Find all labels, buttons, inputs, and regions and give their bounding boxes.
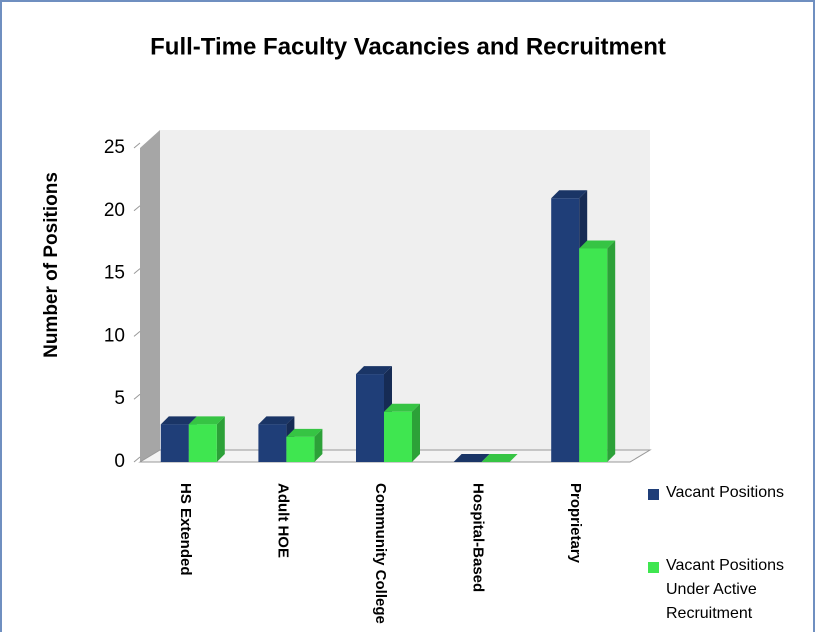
bar-top <box>384 403 420 412</box>
bar-top <box>188 416 225 425</box>
bar <box>384 403 420 462</box>
legend-label: Vacant Positions <box>666 484 784 501</box>
bar-front <box>384 411 412 462</box>
x-tick-label: Proprietary <box>567 483 584 564</box>
bar <box>453 454 490 462</box>
chart-title: Full-Time Faculty Vacancies and Recruitm… <box>150 33 666 60</box>
y-tick-label: 25 <box>104 137 125 158</box>
bar-top <box>453 454 490 462</box>
bar-top <box>356 366 392 375</box>
bar-front <box>188 424 217 462</box>
back-wall <box>160 130 650 450</box>
y-axis-label: Number of Positions <box>41 172 62 358</box>
x-tick-label: Hospital-Based <box>470 483 487 592</box>
legend-swatch <box>648 489 659 500</box>
tick-mark <box>133 393 141 400</box>
bar-front <box>160 424 189 462</box>
bar-top <box>258 416 295 425</box>
bar-top <box>286 428 323 437</box>
legend-label: Vacant Positions Under Active Recruitmen… <box>666 557 784 622</box>
bar <box>579 240 616 462</box>
y-tick-label: 0 <box>114 451 125 472</box>
bar <box>286 428 323 462</box>
bar-top <box>551 190 588 199</box>
y-tick-label: 15 <box>104 263 125 284</box>
bar-front <box>579 248 608 462</box>
x-tick-label: Community College <box>372 483 389 624</box>
legend-swatch <box>648 562 659 573</box>
x-tick-label: Adult HOE <box>274 483 291 558</box>
bar-top <box>579 240 616 249</box>
bar-top <box>481 454 518 462</box>
y-tick-label: 10 <box>104 325 125 346</box>
tick-mark <box>133 331 141 337</box>
tick-mark <box>133 142 141 149</box>
bar-side <box>607 240 616 462</box>
side-wall <box>140 130 160 462</box>
bar-front <box>258 424 287 462</box>
bar-side <box>314 428 323 462</box>
bar-top <box>160 416 197 425</box>
y-tick-label: 5 <box>114 388 125 409</box>
tick-mark <box>133 205 141 212</box>
y-tick-label: 20 <box>104 200 125 221</box>
bar <box>481 454 518 462</box>
bar-front <box>286 436 315 462</box>
legend-item: Vacant Positions <box>648 484 815 505</box>
bar-side <box>216 416 225 462</box>
bar-front <box>551 198 580 463</box>
bar-side <box>412 403 420 462</box>
tick-mark <box>133 456 141 463</box>
tick-mark <box>133 268 141 274</box>
x-tick-label: HS Extended <box>177 483 194 576</box>
bar <box>188 416 225 462</box>
legend-item: Vacant Positions Under Active Recruitmen… <box>648 557 815 626</box>
bar-front <box>356 374 384 462</box>
